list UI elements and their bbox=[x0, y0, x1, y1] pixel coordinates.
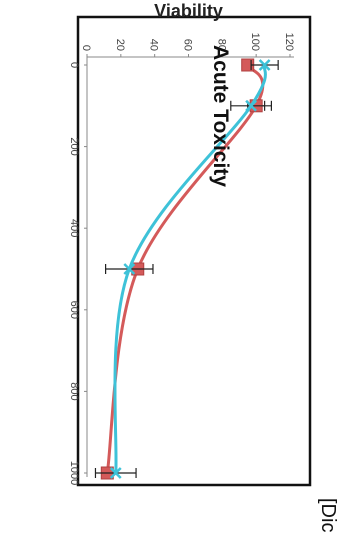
plot-frame bbox=[76, 15, 312, 487]
chart-title: Acute Toxicity bbox=[209, 45, 232, 187]
y-tick-label: 120 bbox=[283, 33, 295, 51]
x-tick-label: 400 bbox=[68, 219, 80, 237]
data-point-x bbox=[245, 99, 257, 112]
series-layer bbox=[94, 58, 279, 480]
data-point-x bbox=[109, 467, 122, 479]
y-tick-label: 60 bbox=[182, 39, 194, 51]
y-axis-label: Viability bbox=[154, 1, 223, 21]
series-line-2 bbox=[113, 64, 267, 474]
y-tick-label: 0 bbox=[80, 45, 92, 51]
y-tick-label: 80 bbox=[215, 39, 227, 51]
y-tick-label: 100 bbox=[249, 33, 261, 51]
data-point-x bbox=[123, 263, 136, 275]
x-tick-label: 0 bbox=[68, 62, 80, 68]
y-tick-label: 20 bbox=[114, 39, 126, 51]
x-tick-label: 200 bbox=[68, 137, 80, 155]
x-tick-label: 1000 bbox=[68, 461, 80, 485]
y-tick-label: 40 bbox=[148, 39, 160, 51]
x-tick-label: 800 bbox=[68, 382, 80, 400]
axes: 0 200 400 600 800 1000 0 20 40 60 80 100 120 bbox=[68, 33, 295, 486]
data-point-x bbox=[258, 59, 271, 71]
x-tick-label: 600 bbox=[68, 301, 80, 319]
corner-text: [Dic bbox=[317, 498, 339, 532]
